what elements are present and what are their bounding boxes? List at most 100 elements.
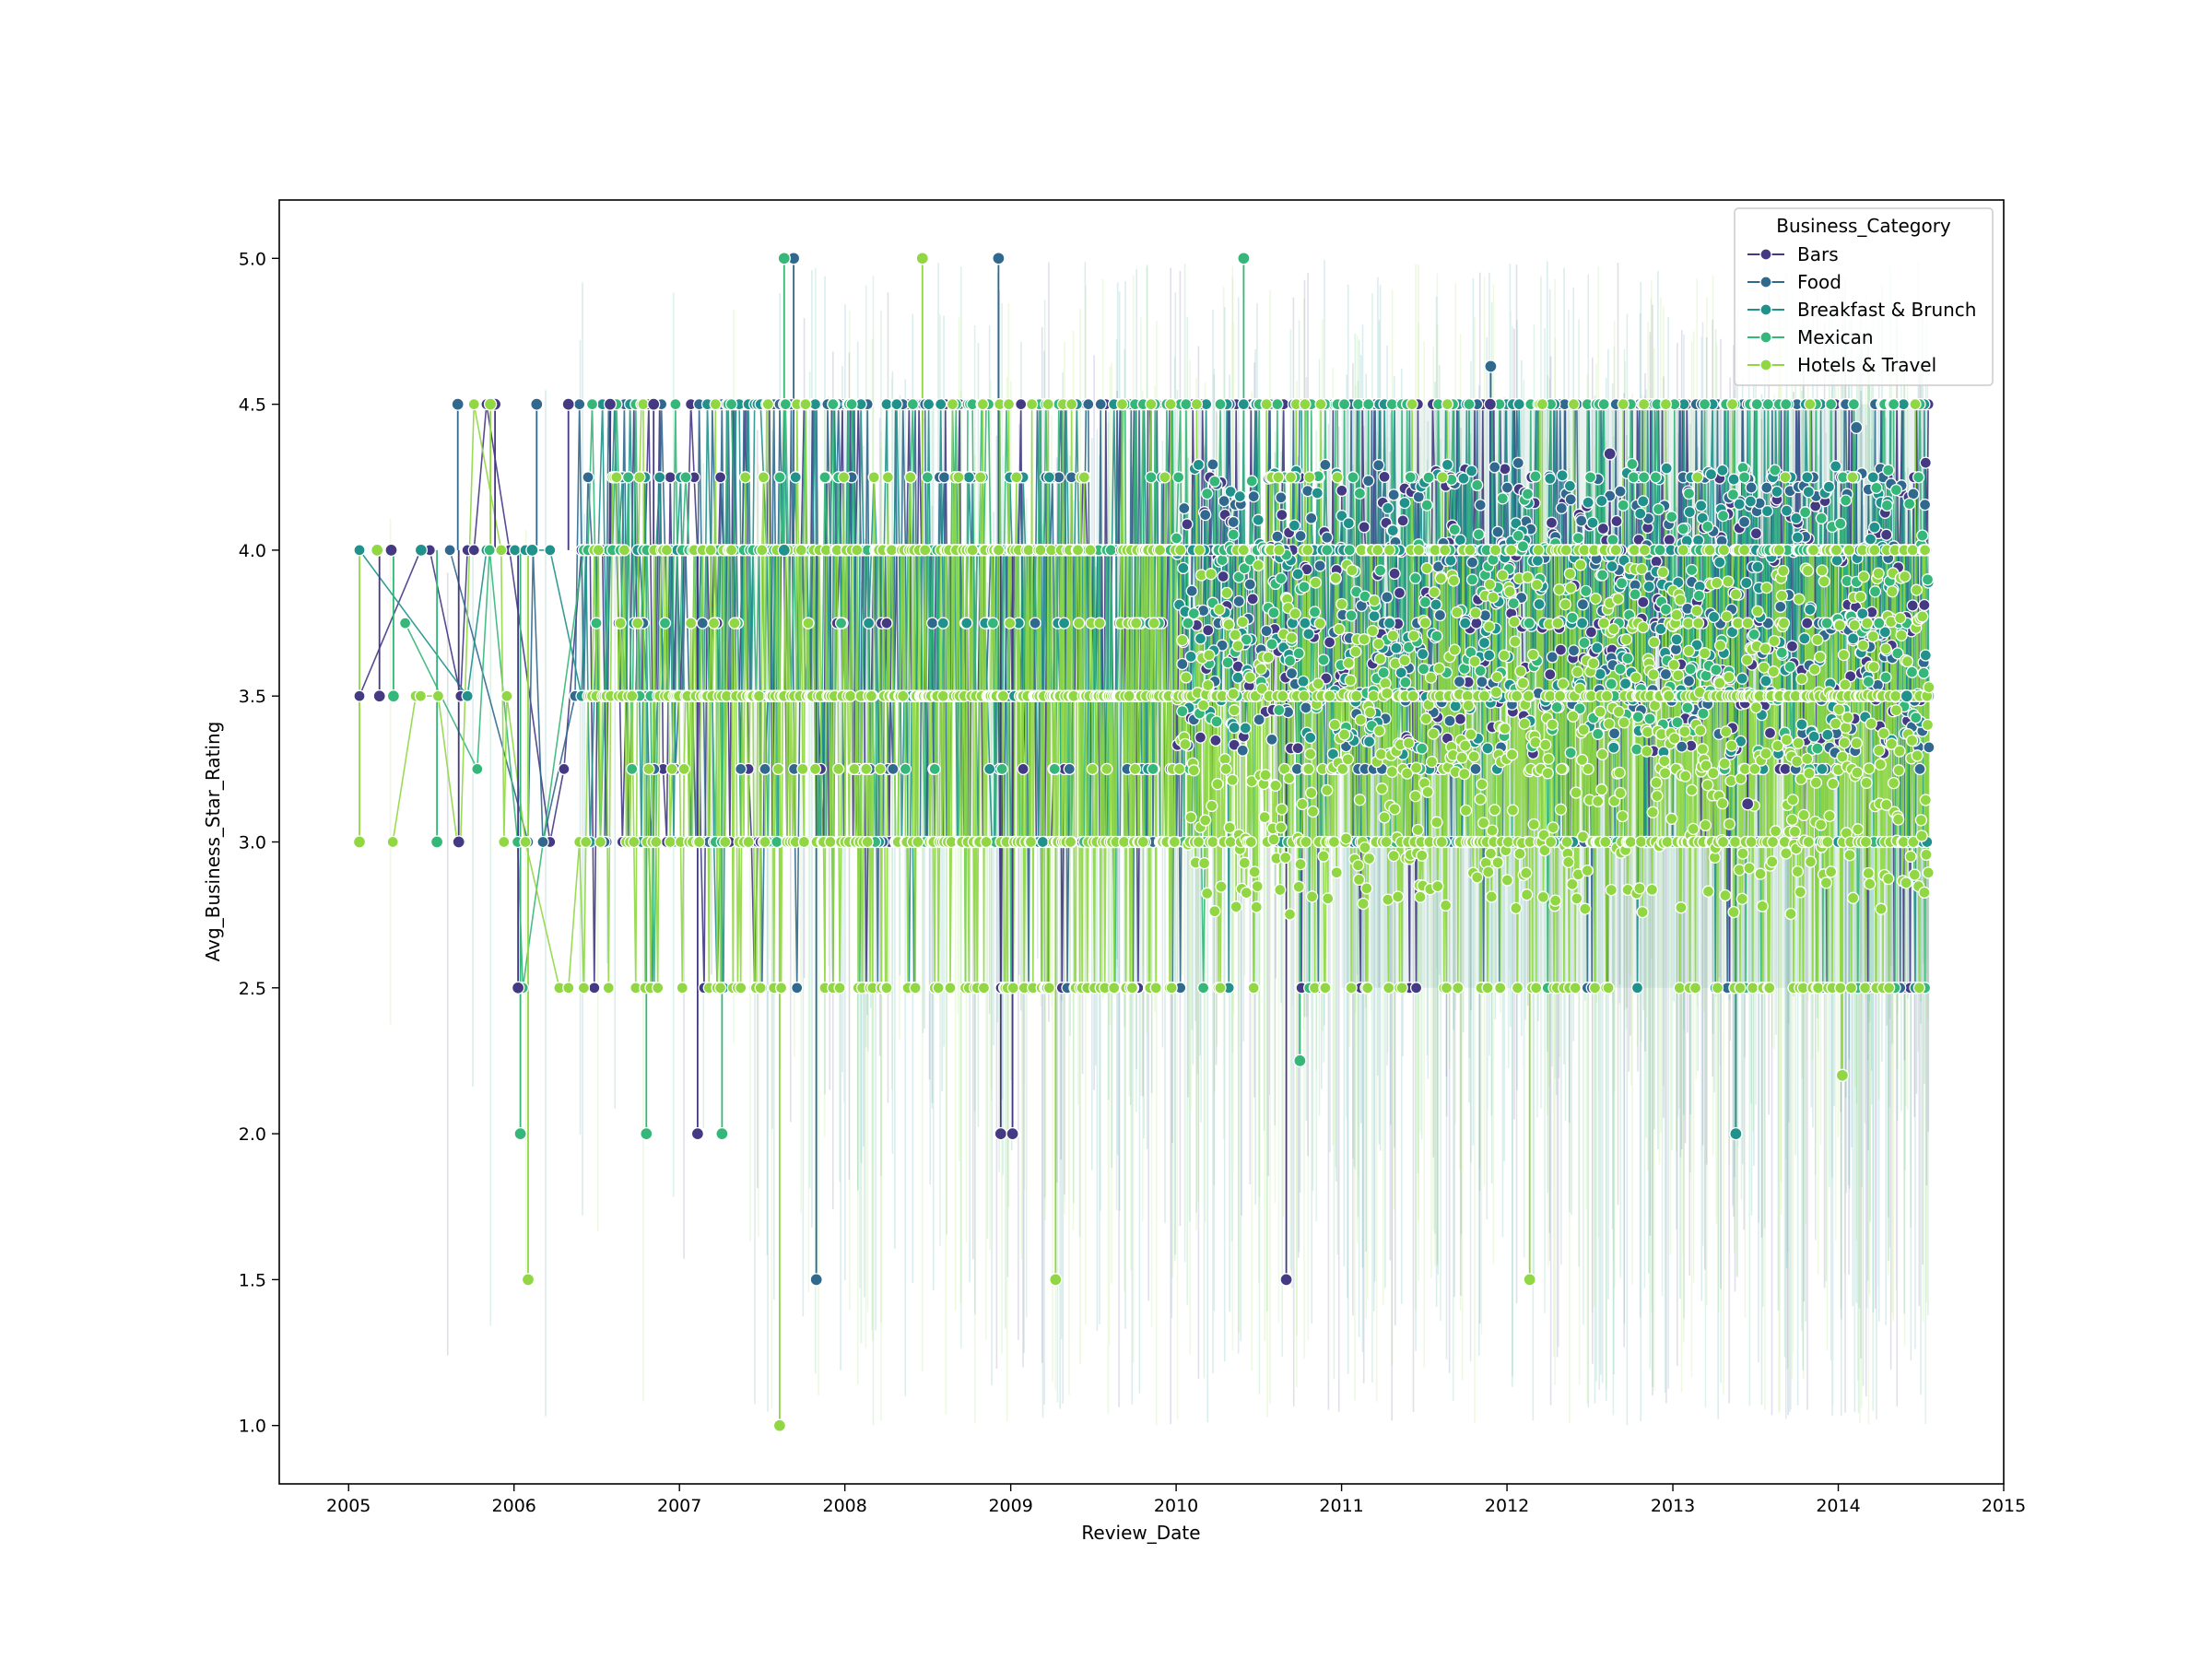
data-point [1658, 767, 1672, 780]
data-point [899, 762, 912, 776]
data-point [1921, 573, 1935, 586]
data-point [809, 1273, 823, 1287]
data-point [1457, 472, 1470, 485]
data-point [1247, 489, 1260, 503]
data-point [1759, 642, 1771, 655]
data-point [1541, 767, 1554, 780]
data-point [1346, 564, 1359, 577]
data-point [1603, 717, 1616, 730]
data-point [1372, 637, 1385, 651]
data-point [1786, 794, 1799, 806]
data-point [1649, 471, 1663, 484]
data-point [1484, 359, 1498, 373]
data-point [1243, 671, 1256, 684]
data-point [1824, 397, 1838, 411]
data-point [834, 617, 848, 629]
data-point [1716, 835, 1730, 849]
data-point [1808, 663, 1821, 677]
data-point [1704, 467, 1718, 481]
data-point [658, 617, 672, 629]
legend-label: Mexican [1797, 326, 1874, 348]
data-point [372, 689, 386, 703]
data-point [1381, 591, 1394, 604]
y-tick-label: 4.0 [239, 541, 266, 561]
data-point [1230, 900, 1242, 913]
data-point [1716, 796, 1729, 810]
data-point [1002, 397, 1016, 411]
data-point [1866, 471, 1879, 484]
data-point [932, 982, 945, 994]
data-point [618, 544, 631, 557]
data-point [1642, 580, 1655, 593]
data-point [1677, 523, 1689, 535]
data-point [1447, 574, 1461, 587]
data-point [1327, 835, 1341, 849]
data-point [1409, 761, 1423, 774]
data-point [977, 982, 991, 994]
data-point [1720, 725, 1733, 738]
data-point [1691, 471, 1704, 484]
y-tick-label: 3.0 [239, 833, 266, 853]
data-point [1606, 534, 1619, 547]
data-point [1513, 847, 1526, 860]
data-point [1217, 570, 1230, 583]
data-point [1838, 736, 1851, 749]
data-point [1741, 617, 1754, 629]
data-point [1798, 632, 1811, 645]
data-point [915, 252, 929, 265]
data-point [1313, 559, 1326, 572]
data-point [1367, 689, 1380, 702]
data-point [1802, 486, 1815, 499]
data-point [1228, 704, 1241, 717]
data-point [1913, 762, 1926, 776]
data-point [1860, 776, 1873, 789]
data-point [1510, 517, 1523, 530]
data-point [1481, 742, 1494, 755]
data-point [1918, 498, 1932, 512]
data-point [1314, 397, 1327, 411]
data-point [467, 397, 480, 411]
data-point [995, 762, 1008, 776]
data-point [1279, 1273, 1293, 1287]
data-point [1720, 610, 1734, 623]
legend-label: Food [1797, 271, 1841, 293]
data-point [1658, 755, 1671, 768]
data-point [1691, 617, 1705, 629]
data-point [1816, 762, 1829, 776]
data-point [1790, 512, 1803, 524]
data-point [936, 617, 949, 629]
data-point [1751, 560, 1764, 573]
data-point [1868, 544, 1881, 557]
data-point [1607, 622, 1620, 636]
data-point [1300, 835, 1312, 849]
data-point [1767, 665, 1780, 678]
data-point [1196, 982, 1210, 994]
data-point [1240, 886, 1253, 900]
data-point [1452, 982, 1465, 994]
data-point [1756, 900, 1769, 912]
data-point [1900, 877, 1912, 889]
data-point [1271, 397, 1284, 411]
data-point [1531, 554, 1545, 567]
data-point [1483, 620, 1496, 633]
data-point [1917, 666, 1930, 679]
data-point [1839, 721, 1853, 735]
data-point [509, 544, 522, 557]
data-point [1837, 648, 1851, 662]
data-point [1654, 622, 1667, 636]
data-point [808, 762, 822, 776]
data-point [1859, 835, 1873, 849]
data-point [832, 762, 845, 776]
data-point [1382, 617, 1396, 629]
legend-marker [1759, 331, 1772, 344]
data-point [1609, 544, 1622, 557]
data-point [827, 397, 840, 411]
data-point [1582, 762, 1594, 776]
data-point [1889, 703, 1903, 717]
data-point [1477, 689, 1491, 702]
data-point [1385, 765, 1398, 778]
data-point [1862, 675, 1875, 688]
data-point [1806, 544, 1820, 557]
data-point [1465, 728, 1477, 741]
data-point [1635, 562, 1648, 576]
